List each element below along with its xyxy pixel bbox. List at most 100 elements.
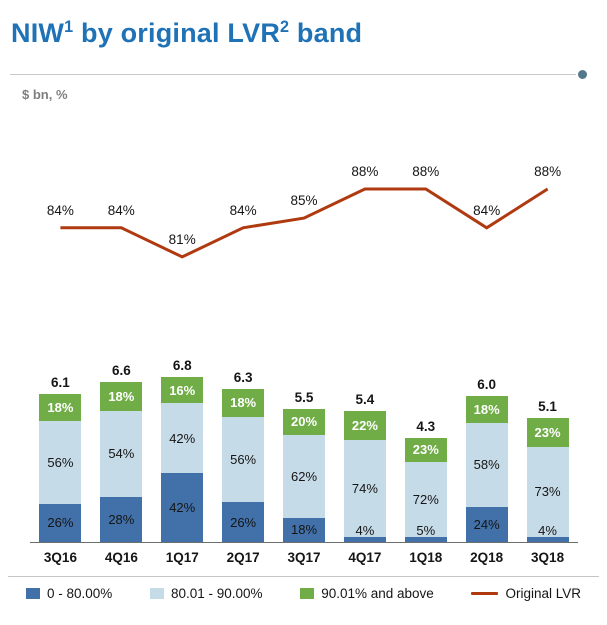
bar-total-label: 5.4 (355, 392, 375, 407)
stacked-bar: 23% 73% 4% (526, 418, 569, 542)
bar-segment: 22% (343, 411, 386, 440)
title-text-mid: by original LVR (73, 18, 281, 48)
segment-label: 28% (108, 512, 135, 528)
segment-label: 5% (416, 522, 436, 538)
title-text-niw: NIW (11, 18, 65, 48)
bar-total-label: 6.3 (233, 370, 253, 386)
legend-label: 0 - 80.00% (47, 585, 113, 601)
bar-segment: 18% (39, 394, 82, 421)
bar-segment: 26% (222, 502, 265, 542)
header-divider-line (10, 74, 576, 75)
bar-segment: 42% (161, 403, 204, 473)
segment-label: 74% (351, 480, 378, 496)
segment-label: 72% (412, 491, 439, 507)
segment-label: 73% (534, 484, 561, 500)
bar-columns: 6.1 18% 56% 26% 6.6 18% 54% 28% 6.8 16% 42% 42% 6.3 1… (30, 352, 578, 542)
line-point-label: 84% (108, 203, 135, 218)
stacked-bar: 23% 72% 5% (404, 437, 447, 542)
bar-segment: 23% (404, 437, 447, 462)
bar-segment: 20% (283, 408, 325, 436)
bar-column: 6.3 18% 56% 26% (213, 352, 274, 542)
bar-segment: 74% (343, 439, 386, 537)
segment-label: 24% (473, 517, 500, 533)
legend-item: 0 - 80.00% (26, 586, 112, 601)
segment-label: 56% (230, 451, 257, 467)
bar-segment: 26% (39, 503, 82, 542)
segment-label: 58% (473, 457, 500, 473)
title-text-end: band (289, 18, 363, 48)
line-point-label: 85% (290, 193, 317, 208)
stacked-bar: 18% 54% 28% (100, 381, 143, 542)
legend-label: Original LVR (505, 585, 581, 601)
legend-divider-line (8, 576, 599, 577)
bar-segment: 28% (100, 497, 143, 542)
stacked-bar: 22% 74% 4% (343, 411, 386, 542)
segment-label: 23% (534, 424, 561, 440)
chart-legend: 0 - 80.00% 80.01 - 90.00% 90.01% and above… (26, 583, 581, 603)
bar-segment: 24% (465, 507, 508, 542)
bar-segment: 18% (283, 517, 325, 542)
bar-segment: 42% (161, 472, 204, 542)
bar-segment: 16% (161, 377, 204, 404)
bar-total-label: 6.6 (111, 362, 131, 378)
bar-segment: 56% (39, 420, 82, 504)
bar-column: 6.0 18% 58% 24% (456, 352, 517, 542)
bar-segment: 4% (343, 524, 386, 542)
line-chart-canvas: 84% 84% 81% 84% 85% 88% 88% 84% 88% (47, 164, 561, 259)
bar-segment: 18% (465, 396, 508, 423)
segment-label: 16% (169, 382, 196, 398)
category-label: 1Q18 (409, 550, 443, 565)
bar-total-label: 6.1 (51, 375, 70, 390)
legend-swatch-icon (300, 587, 315, 599)
bar-segment: 73% (526, 446, 569, 538)
axis-units-label: $ bn, % (22, 87, 68, 102)
category-label: 1Q17 (165, 550, 199, 565)
bar-total-label: 5.5 (294, 389, 314, 405)
segment-label: 42% (169, 499, 196, 515)
category-label: 3Q18 (531, 550, 565, 565)
line-point-label: 84% (230, 203, 257, 218)
segment-label: 26% (47, 515, 74, 531)
legend-label: 90.01% and above (321, 585, 434, 601)
bar-segment: 5% (404, 524, 447, 542)
segment-label: 23% (412, 442, 439, 458)
stacked-bar: 18% 58% 24% (465, 396, 508, 542)
legend-item: 90.01% and above (300, 586, 434, 601)
category-label: 4Q17 (348, 550, 382, 565)
legend-item: 80.01 - 90.00% (149, 586, 263, 601)
line-point-label: 81% (169, 232, 196, 247)
category-label: 3Q17 (287, 550, 321, 565)
bar-segment: 18% (222, 389, 265, 417)
bar-segment: 23% (526, 418, 569, 447)
segment-label: 26% (230, 514, 257, 530)
segment-label: 22% (351, 417, 378, 433)
segment-label: 56% (47, 454, 74, 470)
bar-total-label: 6.0 (477, 377, 497, 393)
title-footnote-1: 1 (64, 18, 74, 36)
segment-label: 20% (290, 414, 318, 430)
line-point-label: 84% (473, 203, 500, 218)
bar-column: 6.1 18% 56% 26% (30, 352, 91, 542)
x-axis-line (30, 542, 578, 543)
segment-label: 62% (290, 469, 318, 485)
bar-total-label: 4.3 (416, 418, 436, 434)
category-label: 3Q16 (43, 550, 77, 565)
bar-total-label: 5.1 (538, 399, 557, 415)
segment-label: 18% (47, 399, 74, 415)
bar-column: 6.6 18% 54% 28% (91, 352, 152, 542)
bar-column: 5.5 20% 62% 18% (274, 352, 335, 542)
legend-item: Original LVR (471, 586, 581, 601)
bar-segment: 4% (526, 524, 569, 542)
bar-total-label: 6.8 (172, 358, 192, 373)
niw-stacked-bar-chart: 6.1 18% 56% 26% 6.6 18% 54% 28% 6.8 16% 42% 42% 6.3 1… (30, 352, 578, 565)
line-point-label: 88% (412, 164, 439, 179)
page-title: NIW1 by original LVR2 band (11, 18, 362, 49)
stacked-bar: 16% 42% 42% (161, 377, 204, 542)
category-label: 2Q18 (470, 550, 504, 565)
category-label: 2Q17 (226, 550, 260, 565)
original-lvr-line-chart: 84% 84% 81% 84% 85% 88% 88% 84% 88% (30, 140, 578, 290)
segment-label: 4% (538, 523, 557, 539)
bar-column: 5.1 23% 73% 4% (517, 352, 578, 542)
bar-segment: 18% (100, 381, 143, 411)
